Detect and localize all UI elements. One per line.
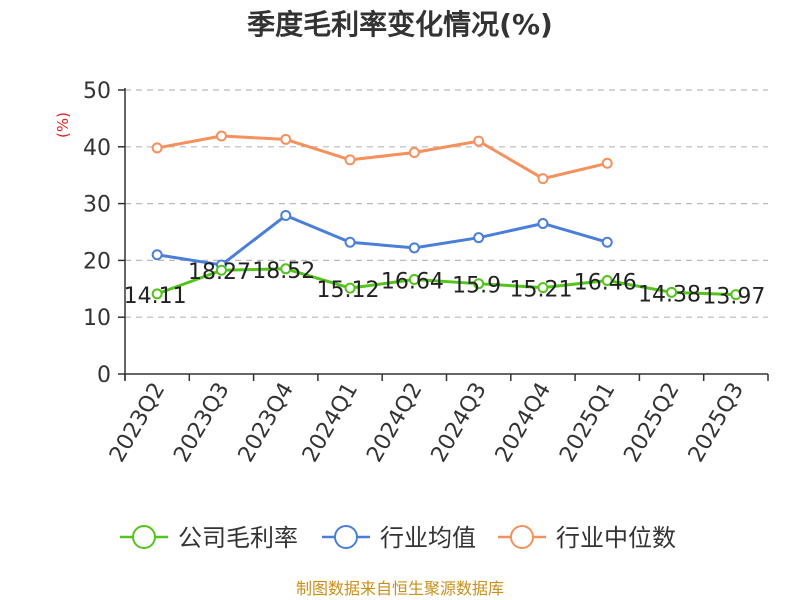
data-point[interactable] <box>151 142 163 154</box>
legend-swatch-marker <box>510 525 534 549</box>
data-label: 14.11 <box>124 284 187 309</box>
data-point[interactable] <box>537 282 549 294</box>
data-point[interactable] <box>280 263 292 275</box>
legend-item[interactable]: 行业均值 <box>322 524 476 552</box>
data-point[interactable] <box>537 173 549 185</box>
data-label: 16.46 <box>574 271 637 296</box>
data-point[interactable] <box>408 146 420 158</box>
legend-item[interactable]: 公司毛利率 <box>120 524 298 552</box>
y-axis-unit: (%) <box>54 112 72 138</box>
data-point[interactable] <box>344 282 356 294</box>
x-tick-label: 2025Q1 <box>555 379 620 467</box>
x-tick-label: 2024Q4 <box>491 379 556 467</box>
data-point[interactable] <box>151 288 163 300</box>
x-tick-label: 2025Q2 <box>619 379 684 467</box>
legend-item[interactable]: 行业中位数 <box>498 524 676 552</box>
x-tick-label: 2025Q3 <box>684 379 749 467</box>
data-point[interactable] <box>473 135 485 147</box>
data-label: 18.27 <box>188 260 251 285</box>
data-label: 18.52 <box>252 259 315 284</box>
y-tick-label: 30 <box>83 193 111 218</box>
series-line <box>156 214 608 267</box>
legend-label: 行业中位数 <box>556 524 676 552</box>
data-point[interactable] <box>601 275 613 287</box>
data-point[interactable] <box>215 264 227 276</box>
chart-title: 季度毛利率变化情况(%) <box>247 8 553 41</box>
y-tick-label: 50 <box>83 79 111 104</box>
data-point[interactable] <box>408 273 420 285</box>
y-tick-label: 10 <box>83 306 111 331</box>
legend-swatch-marker <box>334 525 358 549</box>
legend-label: 公司毛利率 <box>178 524 298 552</box>
data-point[interactable] <box>537 217 549 229</box>
data-point[interactable] <box>151 249 163 261</box>
data-point[interactable] <box>215 130 227 142</box>
legend-swatch-marker <box>132 525 156 549</box>
data-label: 15.12 <box>317 278 380 303</box>
data-point[interactable] <box>280 133 292 145</box>
series-layer <box>151 130 742 301</box>
x-tick-label: 2023Q2 <box>105 379 170 467</box>
x-tick-label: 2024Q1 <box>298 379 363 467</box>
y-tick-label: 0 <box>97 363 111 388</box>
data-point[interactable] <box>408 242 420 254</box>
data-point[interactable] <box>280 210 292 222</box>
data-label: 15.21 <box>509 278 572 303</box>
legend[interactable]: 公司毛利率 行业均值 行业中位数 <box>120 524 676 552</box>
data-point[interactable] <box>601 236 613 248</box>
x-tick-label: 2023Q4 <box>234 379 299 467</box>
data-point[interactable] <box>344 236 356 248</box>
data-label: 15.9 <box>452 274 501 299</box>
data-point[interactable] <box>730 289 742 301</box>
data-point[interactable] <box>473 278 485 290</box>
series-line <box>156 267 736 297</box>
data-label: 14.38 <box>638 282 701 307</box>
y-tick-label: 40 <box>83 136 111 161</box>
data-point[interactable] <box>601 157 613 169</box>
series-line <box>156 134 608 181</box>
x-tick-label: 2023Q3 <box>169 379 234 467</box>
data-point[interactable] <box>344 154 356 166</box>
data-label: 13.97 <box>702 285 765 310</box>
source-note: 制图数据来自恒生聚源数据库 <box>296 579 504 598</box>
legend-label: 行业均值 <box>380 524 476 552</box>
data-point[interactable] <box>473 232 485 244</box>
y-tick-label: 20 <box>83 249 111 274</box>
data-label: 16.64 <box>381 269 444 294</box>
x-tick-label: 2024Q2 <box>362 379 427 467</box>
x-tick-label: 2024Q3 <box>427 379 492 467</box>
data-point[interactable] <box>666 286 678 298</box>
x-axis: 2023Q22023Q32023Q42024Q12024Q22024Q32024… <box>105 373 769 467</box>
y-axis: 0 10 20 30 40 50 <box>83 79 126 388</box>
